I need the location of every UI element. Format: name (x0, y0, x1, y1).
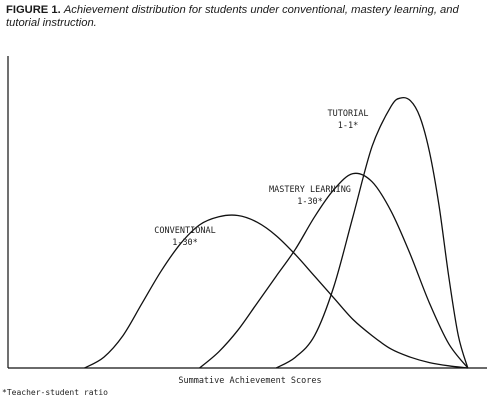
tutorial-label: TUTORIAL 1-1* (328, 109, 369, 131)
figure-label: FIGURE 1. (6, 4, 61, 16)
figure-caption: FIGURE 1. Achievement distribution for s… (6, 4, 486, 30)
x-axis-label: Summative Achievement Scores (178, 376, 321, 386)
mastery-learning-label-line-1: MASTERY LEARNING (269, 185, 351, 195)
tutorial-label-line-2: 1-1* (338, 121, 358, 131)
conventional-label-line-2: 1-30* (172, 238, 198, 248)
mastery-learning-label-line-2: 1-30* (297, 197, 323, 207)
footnote: *Teacher-student ratio (2, 388, 108, 397)
tutorial-label-line-1: TUTORIAL (328, 109, 369, 119)
mastery-learning-label: MASTERY LEARNING 1-30* (269, 185, 351, 207)
figure-caption-text: Achievement distribution for students un… (6, 4, 459, 29)
conventional-curve (84, 214, 468, 369)
tutorial-curve (275, 96, 469, 369)
conventional-label-line-1: CONVENTIONAL (154, 226, 215, 236)
mastery-learning-curve (199, 172, 469, 369)
conventional-label: CONVENTIONAL 1-30* (154, 226, 215, 248)
